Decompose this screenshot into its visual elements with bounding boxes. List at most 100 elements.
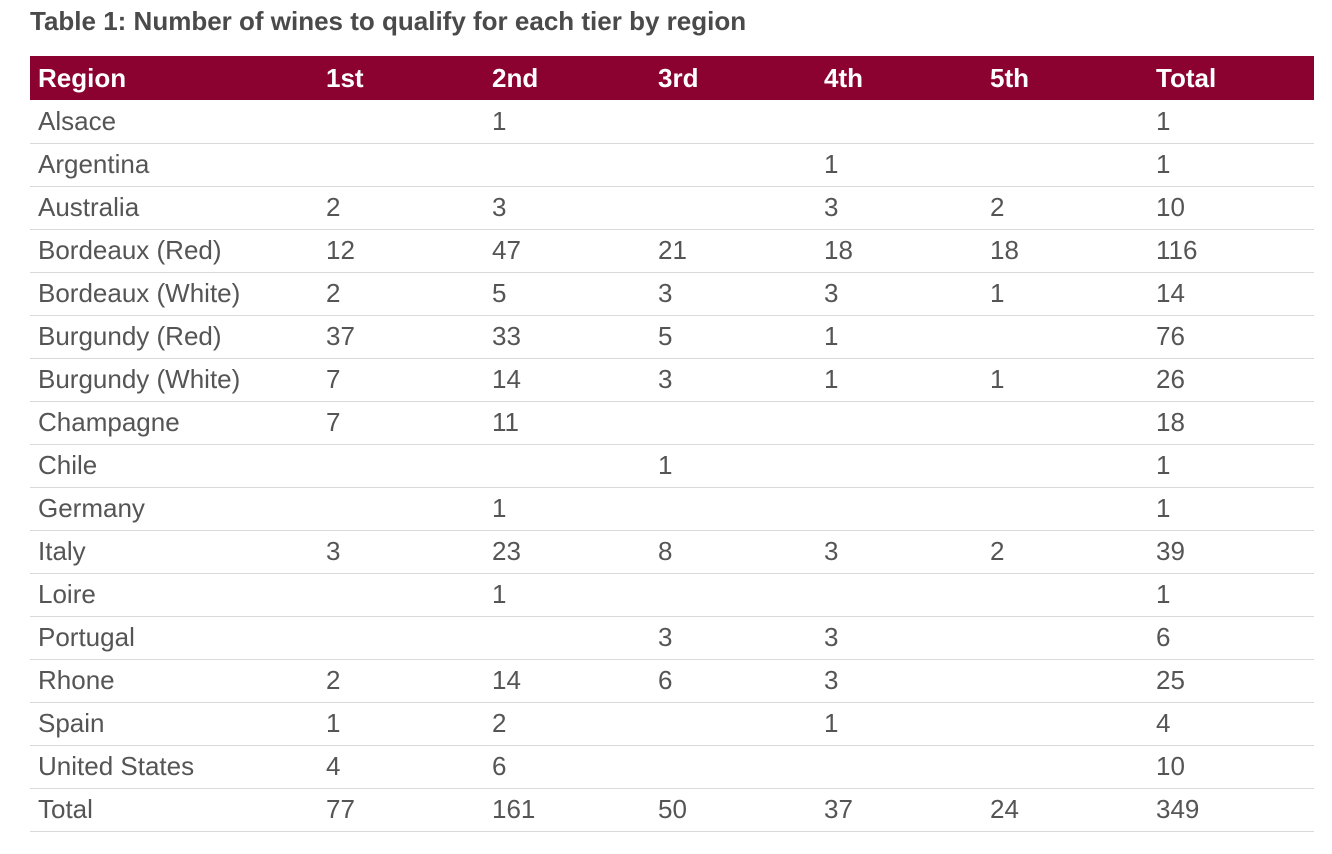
cell-region: Champagne — [38, 407, 180, 437]
cell-region: Germany — [38, 493, 145, 523]
table-row: Argentina 1 1 — [30, 143, 1314, 186]
cell-tier-1: 2 — [326, 192, 341, 222]
table-caption: Table 1: Number of wines to qualify for … — [30, 6, 747, 36]
table-row: Australia 2 3 3 2 10 — [30, 186, 1314, 229]
cell-total: 1 — [1156, 105, 1171, 136]
table-row: Bordeaux (White) 2 5 3 3 1 14 — [30, 272, 1314, 315]
cell-tier-5 — [982, 659, 1148, 702]
cell-tier-3: 8 — [658, 536, 673, 566]
table-row: Burgundy (White) 7 14 3 1 1 26 — [30, 358, 1314, 401]
cell-tier-5 — [982, 143, 1148, 186]
cell-tier-5 — [982, 616, 1148, 659]
cell-total: 39 — [1156, 536, 1185, 566]
cell-tier-2 — [484, 616, 650, 659]
cell-tier-3 — [650, 100, 816, 143]
cell-tier-2: 161 — [492, 794, 536, 824]
cell-tier-1: 37 — [326, 321, 355, 351]
table-row: Spain 1 2 1 4 — [30, 702, 1314, 745]
cell-tier-3: 5 — [658, 321, 673, 351]
table-row: Rhone 2 14 6 3 25 — [30, 659, 1314, 702]
cell-tier-1: 1 — [326, 708, 341, 738]
table-row: Champagne 7 11 18 — [30, 401, 1314, 444]
cell-tier-5 — [982, 315, 1148, 358]
table-total-row: Total 77 161 50 37 24 349 — [30, 788, 1314, 831]
table-header-row: Region 1st 2nd 3rd 4th 5th Total — [30, 56, 1314, 100]
cell-tier-2: 6 — [492, 751, 507, 781]
wine-tier-table: Region 1st 2nd 3rd 4th 5th Total Alsace 1… — [30, 56, 1314, 832]
table-row: Burgundy (Red) 37 33 5 1 76 — [30, 315, 1314, 358]
cell-tier-2: 11 — [492, 407, 519, 437]
cell-tier-5: 1 — [990, 364, 1005, 394]
cell-total: 76 — [1156, 321, 1185, 351]
table-row: Portugal 3 3 6 — [30, 616, 1314, 659]
cell-region: Burgundy (Red) — [38, 321, 222, 351]
cell-tier-2 — [484, 444, 650, 487]
header-tier-4: 4th — [824, 62, 863, 93]
cell-tier-2: 1 — [492, 493, 507, 523]
cell-tier-5: 24 — [990, 794, 1019, 824]
cell-tier-4 — [816, 487, 982, 530]
cell-tier-4: 3 — [824, 192, 839, 222]
cell-tier-3 — [650, 186, 816, 229]
cell-tier-5 — [982, 702, 1148, 745]
cell-region: Bordeaux (White) — [38, 278, 241, 308]
cell-tier-5 — [982, 573, 1148, 616]
cell-total: 1 — [1156, 493, 1171, 523]
header-total: Total — [1156, 62, 1217, 93]
cell-tier-3 — [650, 745, 816, 788]
cell-tier-5: 18 — [990, 235, 1019, 265]
cell-tier-5: 2 — [990, 192, 1005, 222]
cell-tier-4 — [816, 573, 982, 616]
cell-tier-3: 6 — [658, 665, 673, 695]
cell-tier-3: 3 — [658, 622, 673, 652]
cell-tier-1 — [318, 616, 484, 659]
cell-tier-4: 1 — [824, 321, 839, 351]
cell-region: Burgundy (White) — [38, 364, 241, 394]
cell-total: 14 — [1156, 278, 1185, 308]
table-row: Chile 1 1 — [30, 444, 1314, 487]
cell-tier-1: 7 — [326, 407, 341, 437]
cell-total: 116 — [1156, 235, 1198, 265]
cell-total: 25 — [1156, 665, 1185, 695]
cell-tier-1: 2 — [326, 278, 341, 308]
table-row: Germany 1 1 — [30, 487, 1314, 530]
cell-total: 6 — [1156, 622, 1171, 652]
cell-tier-2: 14 — [492, 364, 521, 394]
cell-tier-1: 4 — [326, 751, 341, 781]
cell-tier-5 — [982, 401, 1148, 444]
cell-tier-3: 21 — [658, 235, 687, 265]
cell-tier-4: 1 — [824, 364, 839, 394]
header-tier-5: 5th — [990, 62, 1029, 93]
cell-total: 1 — [1156, 579, 1171, 609]
cell-tier-4 — [816, 444, 982, 487]
cell-region: Bordeaux (Red) — [38, 235, 222, 265]
cell-tier-1: 2 — [326, 665, 341, 695]
cell-region: Spain — [38, 708, 105, 738]
cell-tier-3 — [650, 573, 816, 616]
cell-tier-1 — [318, 100, 484, 143]
table-row: Italy 3 23 8 3 2 39 — [30, 530, 1314, 573]
cell-tier-3: 1 — [658, 450, 673, 480]
cell-tier-3 — [650, 401, 816, 444]
cell-tier-2: 1 — [492, 579, 507, 609]
header-tier-3: 3rd — [658, 62, 699, 93]
cell-total: 26 — [1156, 364, 1185, 394]
cell-tier-4: 3 — [824, 665, 839, 695]
cell-tier-5 — [982, 745, 1148, 788]
cell-tier-2: 47 — [492, 235, 521, 265]
table-row: Loire 1 1 — [30, 573, 1314, 616]
cell-tier-5 — [982, 444, 1148, 487]
cell-tier-4: 18 — [824, 235, 853, 265]
cell-tier-4: 1 — [824, 708, 839, 738]
cell-total: 18 — [1156, 407, 1185, 437]
cell-tier-4: 3 — [824, 622, 839, 652]
cell-tier-1: 3 — [326, 536, 341, 566]
cell-region: Total — [38, 794, 93, 824]
cell-tier-1: 7 — [326, 364, 341, 394]
cell-tier-4 — [816, 100, 982, 143]
cell-tier-4: 1 — [824, 149, 839, 179]
cell-tier-5 — [982, 487, 1148, 530]
cell-region: Italy — [38, 536, 86, 566]
cell-tier-2: 33 — [492, 321, 521, 351]
cell-tier-1 — [318, 444, 484, 487]
